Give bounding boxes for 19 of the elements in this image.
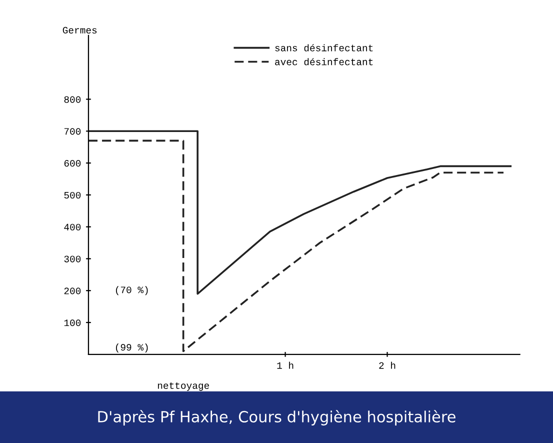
y-tick-label: 600 — [64, 160, 81, 167]
text: nettoyage — [158, 382, 209, 391]
y-tick-label: 400 — [64, 224, 81, 230]
y-tick-label: 500 — [64, 192, 81, 199]
text: D'après Pf Haxhe, Cours d'hygiène hospitalière — [98, 410, 456, 426]
legend-label: avec désinfectant — [275, 58, 373, 66]
y-tick-label: 300 — [64, 256, 81, 262]
y-tick-label: 100 — [64, 320, 81, 326]
y-tick-label: 200 — [64, 288, 81, 294]
x-tick-label: 1 h — [277, 362, 294, 369]
line-series — [88, 140, 504, 352]
y-axis-title: Germes — [62, 26, 97, 34]
legend-label: sans désinfectant — [275, 44, 373, 52]
y-tick-label: 800 — [64, 96, 81, 103]
annotation: (99 %) — [116, 343, 148, 353]
y-tick-label: 700 — [64, 128, 81, 135]
annotation: (70 %) — [116, 286, 148, 296]
line-series — [88, 130, 512, 295]
x-tick-label: 2 h — [379, 362, 396, 369]
